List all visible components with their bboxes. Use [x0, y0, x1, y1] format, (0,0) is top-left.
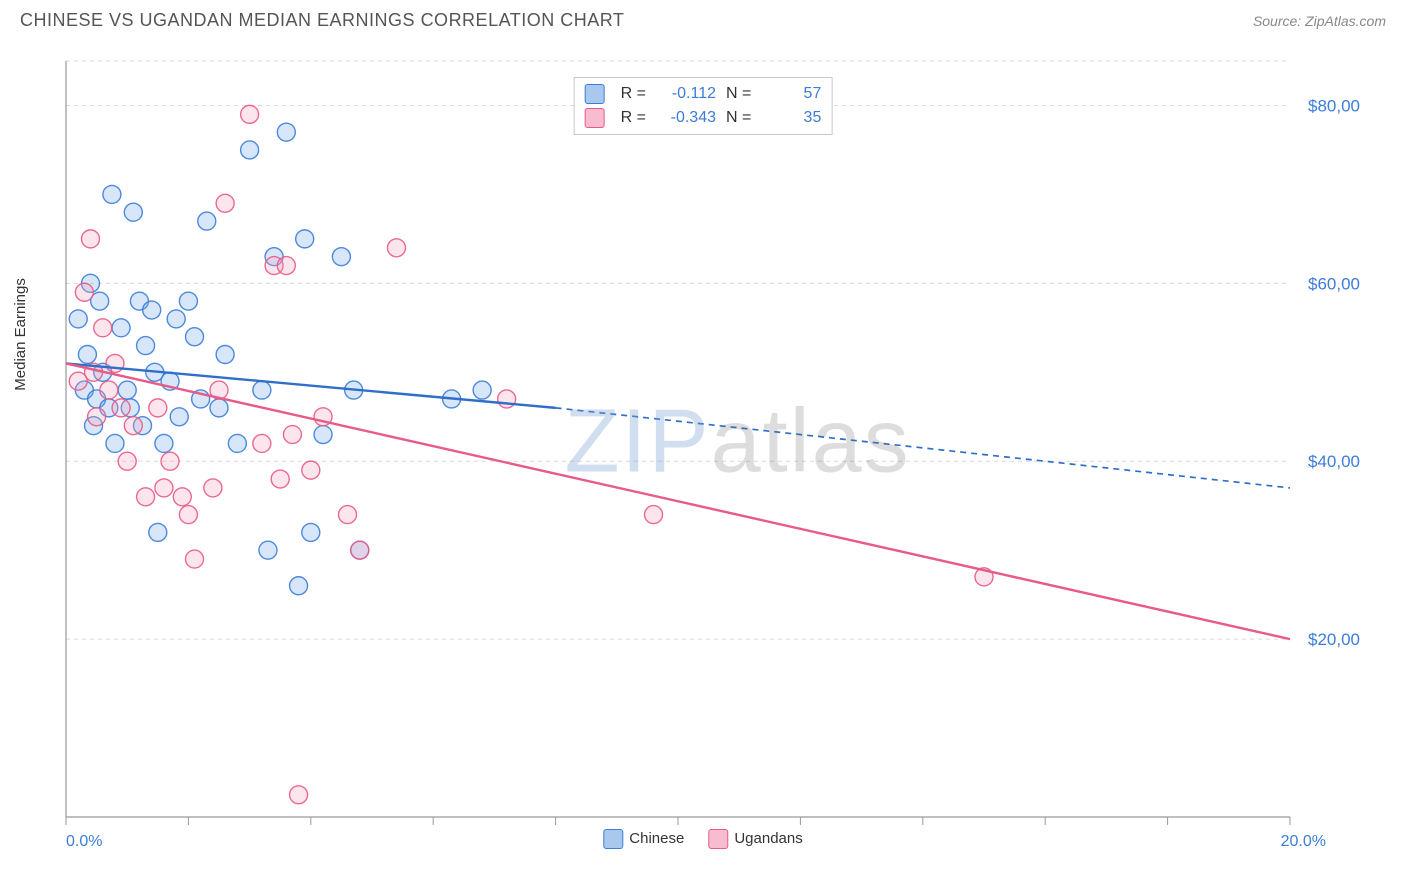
x-axis-max-label: 20.0% — [1281, 833, 1326, 851]
svg-text:$40,000: $40,000 — [1308, 452, 1360, 471]
source-label: Source: ZipAtlas.com — [1253, 13, 1386, 29]
svg-text:$80,000: $80,000 — [1308, 96, 1360, 115]
stats-legend-box: R =-0.112N =57R =-0.343N =35 — [574, 77, 833, 135]
legend-item: Ugandans — [708, 829, 802, 849]
chart-header: CHINESE VS UGANDAN MEDIAN EARNINGS CORRE… — [0, 0, 1406, 37]
stats-row: R =-0.112N =57 — [585, 82, 822, 106]
legend-item: Chinese — [603, 829, 684, 849]
svg-text:$60,000: $60,000 — [1308, 274, 1360, 293]
chart-title: CHINESE VS UGANDAN MEDIAN EARNINGS CORRE… — [20, 10, 624, 31]
stats-row: R =-0.343N =35 — [585, 106, 822, 130]
scatter-chart: $20,000 $40,000 $60,000 $80,000 — [20, 37, 1360, 857]
bottom-legend: Chinese Ugandans — [603, 829, 802, 849]
y-axis-label: Median Earnings — [12, 278, 29, 391]
svg-text:$20,000: $20,000 — [1308, 630, 1360, 649]
x-axis-min-label: 0.0% — [66, 833, 102, 851]
chart-area: Median Earnings $20,000$40,000$60,000$80… — [20, 37, 1386, 857]
